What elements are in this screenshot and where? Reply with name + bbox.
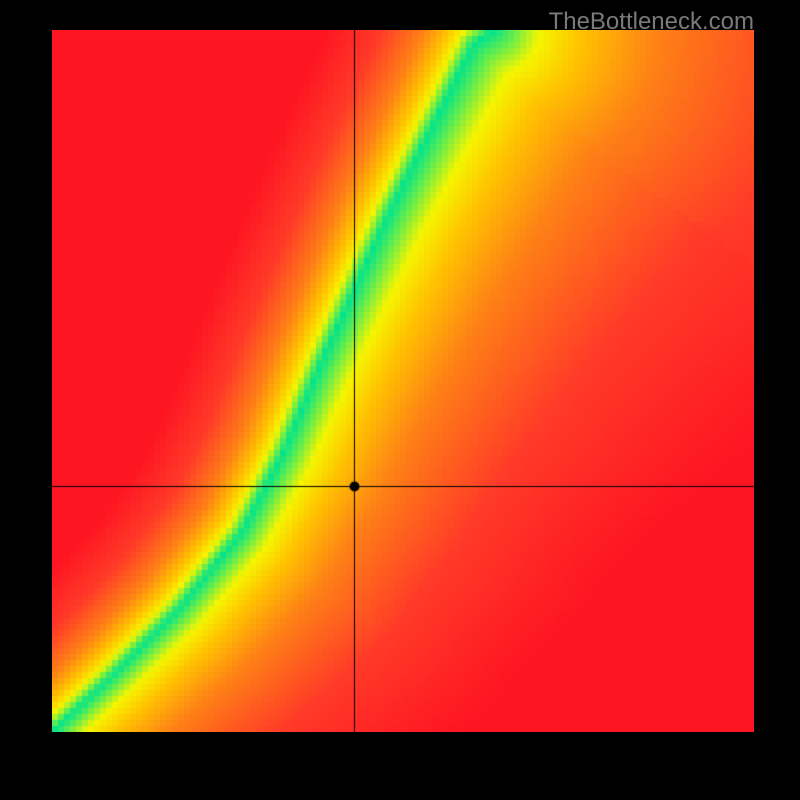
watermark-text: TheBottleneck.com (549, 8, 754, 36)
chart-container: TheBottleneck.com (0, 0, 800, 800)
heatmap-canvas (52, 30, 754, 732)
